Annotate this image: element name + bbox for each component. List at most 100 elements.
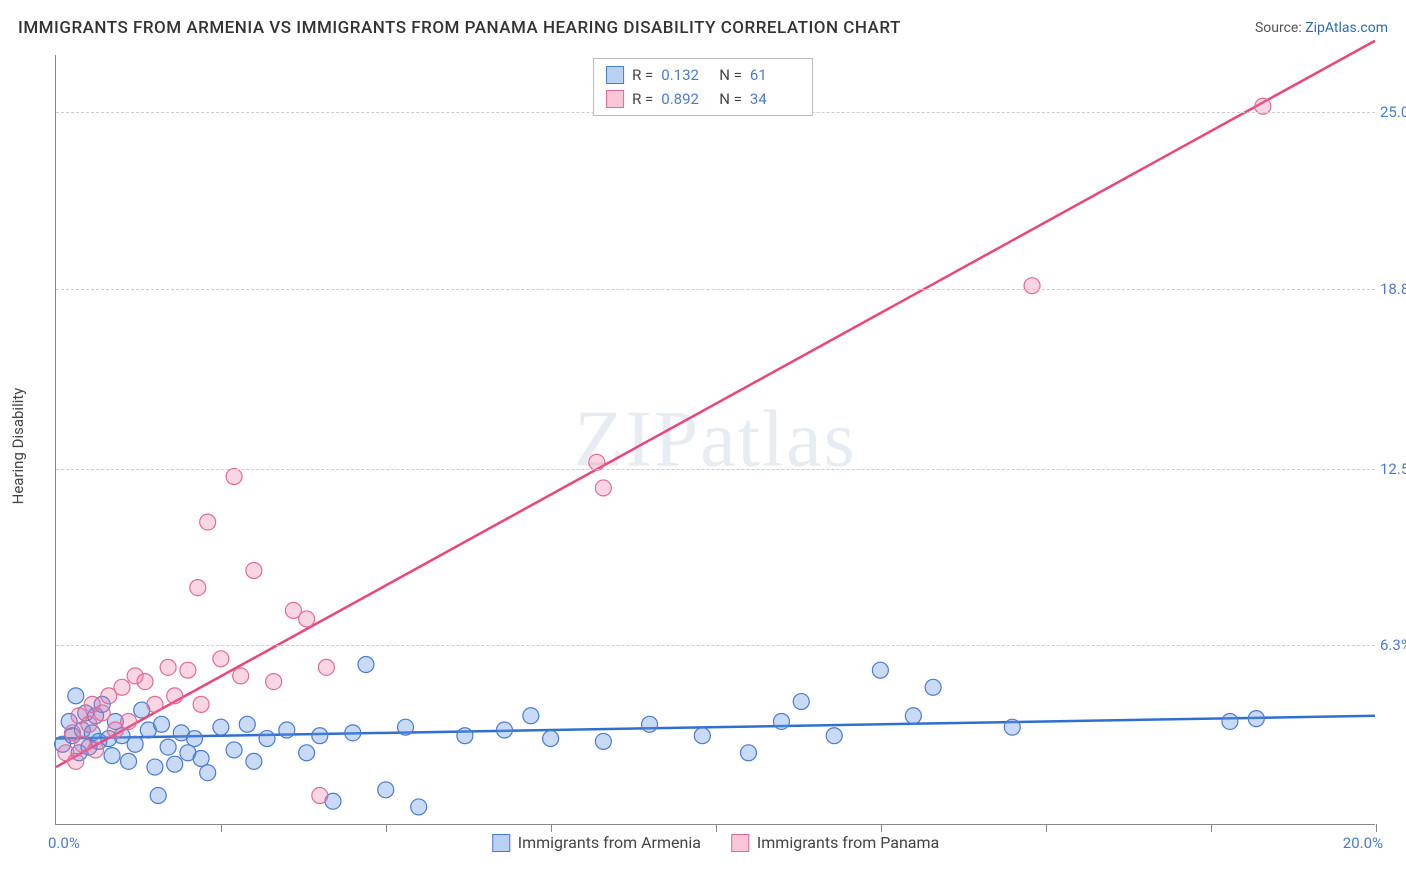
scatter-point	[233, 668, 249, 684]
scatter-point	[193, 751, 209, 767]
y-tick-label: 6.3%	[1380, 636, 1406, 654]
scatter-point	[312, 788, 328, 804]
legend-item-armenia: Immigrants from Armenia	[492, 833, 701, 852]
scatter-point	[595, 480, 611, 496]
scatter-point	[154, 716, 170, 732]
chart-title: IMMIGRANTS FROM ARMENIA VS IMMIGRANTS FR…	[18, 18, 901, 38]
scatter-point	[213, 651, 229, 667]
scatter-point	[88, 742, 104, 758]
scatter-point	[160, 659, 176, 675]
scatter-point	[121, 753, 137, 769]
x-tick	[1376, 824, 1377, 832]
x-tick	[1046, 824, 1047, 832]
y-axis-label: Hearing Disability	[9, 388, 27, 505]
y-tick-label: 12.5%	[1380, 460, 1406, 478]
gridline	[56, 469, 1375, 470]
scatter-point	[318, 659, 334, 675]
legend-n-value: 34	[750, 87, 800, 111]
legend-item-label: Immigrants from Armenia	[518, 833, 701, 852]
legend-swatch-icon	[606, 66, 624, 84]
scatter-point	[226, 469, 242, 485]
x-tick	[221, 824, 222, 832]
legend-n-label: N =	[719, 87, 742, 111]
legend-row-panama: R = 0.892 N = 34	[606, 87, 800, 111]
scatter-point	[239, 716, 255, 732]
scatter-point	[642, 716, 658, 732]
scatter-point	[213, 719, 229, 735]
scatter-point	[137, 674, 153, 690]
legend-swatch-icon	[492, 834, 510, 852]
scatter-point	[180, 662, 196, 678]
scatter-point	[773, 713, 789, 729]
legend-n-value: 61	[750, 63, 800, 87]
scatter-point	[793, 694, 809, 710]
scatter-point	[246, 753, 262, 769]
x-tick	[551, 824, 552, 832]
scatter-point	[94, 705, 110, 721]
scatter-point	[925, 679, 941, 695]
scatter-point	[826, 728, 842, 744]
scatter-point	[457, 728, 473, 744]
legend-item-panama: Immigrants from Panama	[731, 833, 939, 852]
scatter-point	[150, 788, 166, 804]
scatter-point	[694, 728, 710, 744]
correlation-legend: R =0.132N =61R =0.892N =34	[593, 58, 813, 116]
scatter-point	[259, 731, 275, 747]
x-origin-label: 0.0%	[48, 834, 80, 852]
gridline	[56, 645, 1375, 646]
legend-r-label: R =	[632, 63, 653, 87]
scatter-point	[543, 731, 559, 747]
plot-area: ZIPatlas 0.0% 20.0% 6.3%12.5%18.8%25.0%I…	[55, 55, 1375, 825]
scatter-point	[905, 708, 921, 724]
scatter-point	[411, 799, 427, 815]
scatter-point	[279, 722, 295, 738]
legend-swatch-icon	[606, 90, 624, 108]
source-attribution: Source: ZipAtlas.com	[1255, 20, 1388, 36]
scatter-point	[68, 753, 84, 769]
legend-item-label: Immigrants from Panama	[757, 833, 939, 852]
scatter-point	[147, 696, 163, 712]
scatter-point	[1248, 711, 1264, 727]
scatter-point	[167, 688, 183, 704]
scatter-point	[1222, 713, 1238, 729]
gridline	[56, 289, 1375, 290]
trend-line-panama	[56, 41, 1375, 767]
scatter-point	[121, 713, 137, 729]
x-tick	[881, 824, 882, 832]
source-link[interactable]: ZipAtlas.com	[1305, 20, 1388, 36]
scatter-point	[187, 731, 203, 747]
scatter-point	[190, 580, 206, 596]
scatter-point	[200, 765, 216, 781]
scatter-point	[266, 674, 282, 690]
scatter-point	[104, 748, 120, 764]
scatter-svg	[56, 55, 1375, 824]
scatter-point	[127, 736, 143, 752]
legend-r-label: R =	[632, 87, 653, 111]
scatter-point	[398, 719, 414, 735]
legend-n-label: N =	[719, 63, 742, 87]
y-tick-label: 25.0%	[1380, 103, 1406, 121]
scatter-point	[200, 514, 216, 530]
x-max-label: 20.0%	[1343, 834, 1383, 852]
legend-r-value: 0.892	[661, 87, 711, 111]
series-legend: Immigrants from Armenia Immigrants from P…	[492, 833, 940, 852]
scatter-point	[299, 611, 315, 627]
scatter-point	[378, 782, 394, 798]
legend-row-armenia: R =0.132N =61	[606, 63, 800, 87]
x-tick	[386, 824, 387, 832]
scatter-point	[246, 563, 262, 579]
scatter-point	[193, 696, 209, 712]
scatter-point	[167, 756, 183, 772]
scatter-point	[345, 725, 361, 741]
scatter-point	[299, 745, 315, 761]
scatter-point	[81, 716, 97, 732]
scatter-point	[160, 739, 176, 755]
scatter-point	[496, 722, 512, 738]
scatter-point	[1024, 278, 1040, 294]
scatter-point	[595, 733, 611, 749]
scatter-point	[740, 745, 756, 761]
scatter-point	[147, 759, 163, 775]
scatter-point	[872, 662, 888, 678]
scatter-point	[1004, 719, 1020, 735]
scatter-point	[68, 688, 84, 704]
